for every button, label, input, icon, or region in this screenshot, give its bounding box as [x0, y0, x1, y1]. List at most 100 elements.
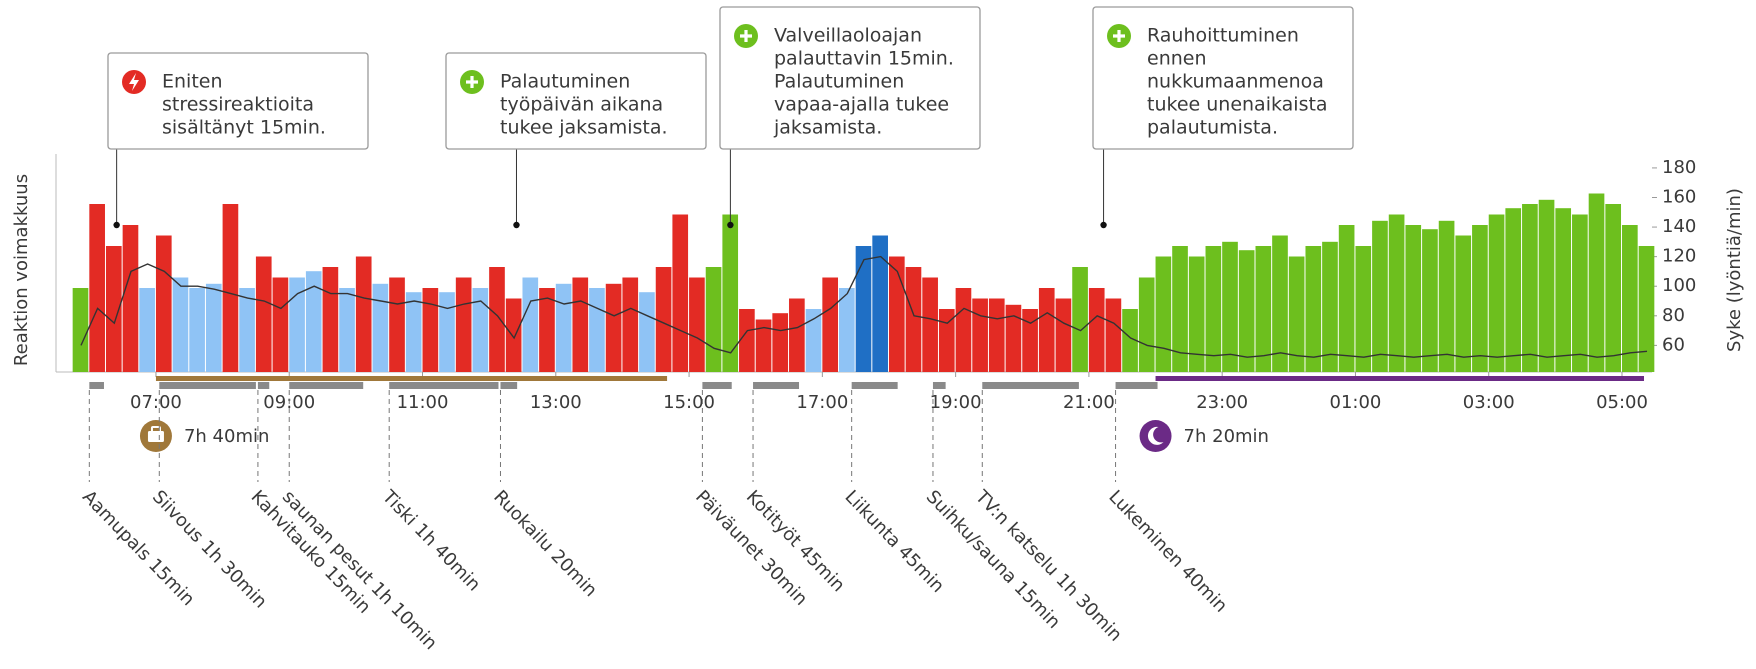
- bar: [722, 214, 739, 372]
- heart-rate-line: [80, 255, 1648, 358]
- bar: [1005, 304, 1022, 372]
- callout-icon: [734, 24, 758, 48]
- bar: [1305, 246, 1322, 372]
- activity-bar: [500, 382, 518, 389]
- bar: [322, 267, 339, 372]
- callout-text: palauttavin 15min.: [774, 48, 954, 70]
- y2-tick-label: 160: [1662, 186, 1696, 207]
- bar: [1188, 256, 1205, 372]
- bar: [272, 277, 289, 372]
- bar: [439, 292, 455, 372]
- icon-shape: [1113, 30, 1125, 42]
- period-icon: [1139, 420, 1172, 452]
- callout-text: tukee unenaikaista: [1147, 94, 1328, 116]
- bar: [522, 277, 539, 372]
- bar: [1338, 225, 1355, 372]
- bar: [822, 277, 839, 372]
- bar: [1538, 199, 1555, 372]
- bar: [1555, 208, 1572, 372]
- icon-shape: [129, 73, 139, 91]
- callout-box: [445, 52, 707, 150]
- bar: [1455, 235, 1472, 372]
- bar: [572, 277, 589, 372]
- callout-text: sisältänyt 15min.: [162, 117, 326, 139]
- bar: [105, 246, 122, 372]
- callout-text: jaksamista.: [773, 117, 882, 139]
- bar: [1238, 250, 1255, 372]
- bar: [1405, 225, 1422, 372]
- callout-text: Rauhoittuminen: [1147, 25, 1299, 47]
- callout-dot: [727, 221, 734, 229]
- callout-text: Palautuminen: [774, 71, 904, 93]
- bar: [605, 283, 622, 372]
- bar: [1622, 225, 1638, 372]
- y2-tick-label: 100: [1662, 275, 1696, 296]
- bar: [422, 288, 439, 372]
- bar: [255, 256, 272, 372]
- bar: [855, 246, 872, 372]
- callout-icon: [1107, 24, 1131, 48]
- period-bar: [1155, 376, 1645, 381]
- callout-text: Eniten: [162, 71, 223, 93]
- bar: [122, 225, 139, 372]
- callout-text: työpäivän aikana: [500, 94, 663, 116]
- callout-text: nukkumaanmenoa: [1147, 71, 1324, 93]
- x-tick-label: 03:00: [1463, 392, 1515, 413]
- activity-label: Ruokailu 20min: [489, 486, 601, 601]
- bar: [1355, 246, 1372, 372]
- icon-shape: [466, 76, 478, 88]
- callout-text: tukee jaksamista.: [500, 117, 668, 139]
- y-axis-label: Reaktion voimakkuus: [11, 174, 32, 366]
- x-tick-label: 01:00: [1330, 392, 1382, 413]
- activity-label: Lukeminen 40min: [1104, 486, 1231, 616]
- bar: [472, 288, 489, 372]
- bar: [1505, 208, 1522, 372]
- bar: [905, 267, 922, 372]
- bar: [1288, 256, 1305, 372]
- callout-box: [107, 52, 369, 150]
- y2-tick-label: 120: [1662, 246, 1696, 267]
- activity-bar: [932, 382, 946, 389]
- bar: [938, 309, 955, 372]
- bar: [1088, 288, 1105, 372]
- bar: [1022, 309, 1038, 372]
- bar: [1122, 309, 1138, 372]
- activity-bar: [982, 382, 1079, 389]
- icon-circle: [1139, 420, 1172, 452]
- bar: [489, 267, 505, 372]
- bar: [1638, 246, 1655, 372]
- bar: [805, 309, 822, 372]
- x-tick-label: 17:00: [796, 392, 848, 413]
- bar: [672, 214, 689, 372]
- activity-bar: [257, 382, 270, 389]
- bar: [1105, 298, 1122, 372]
- activity-bar: [702, 382, 732, 389]
- bar: [222, 204, 239, 372]
- callout-icon: [460, 70, 484, 94]
- period-icon: [139, 420, 172, 452]
- bar: [1322, 241, 1338, 372]
- bar: [1272, 235, 1288, 372]
- activity-bar: [389, 382, 499, 389]
- y2-tick-label: 140: [1662, 216, 1696, 237]
- callout-text: vapaa-ajalla tukee: [774, 94, 949, 116]
- y2-axis-label: Syke (lyöntiä/min): [1724, 188, 1745, 352]
- bar: [1055, 298, 1072, 372]
- bar: [622, 277, 639, 372]
- bar: [339, 288, 355, 372]
- x-tick-label: 07:00: [130, 392, 182, 413]
- activity-bar: [159, 382, 256, 389]
- callout-text: palautumista.: [1147, 117, 1278, 139]
- icon-shape: [147, 431, 164, 442]
- callout-box: [719, 6, 981, 150]
- bar: [1222, 241, 1238, 372]
- bar: [1172, 246, 1188, 372]
- bar: [305, 271, 322, 372]
- bar: [372, 283, 389, 372]
- bar: [689, 277, 705, 372]
- bar: [505, 298, 522, 372]
- activity-label: Tiski 1h 40min: [377, 486, 484, 596]
- bar: [555, 283, 572, 372]
- bar: [972, 298, 988, 372]
- bar: [355, 256, 372, 372]
